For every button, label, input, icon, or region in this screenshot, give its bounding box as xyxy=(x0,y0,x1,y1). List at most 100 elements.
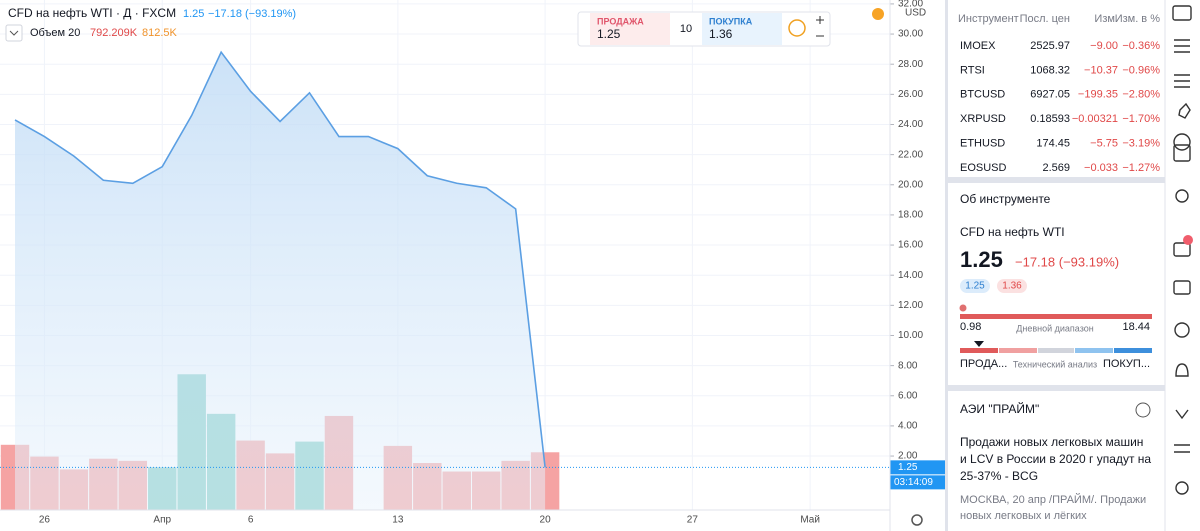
sell-label: ПРОДАЖА xyxy=(597,16,644,26)
price-area xyxy=(15,52,546,511)
price: 1.25 xyxy=(183,8,204,20)
icon[interactable] xyxy=(1178,102,1191,119)
volume-name: Объем 20 xyxy=(30,27,80,39)
gauge xyxy=(960,348,998,353)
details-name: CFD на нефть WTI xyxy=(960,225,1065,239)
ask-pill xyxy=(997,279,1027,293)
icon[interactable] xyxy=(1174,444,1190,453)
collapse-button[interactable] xyxy=(5,24,23,42)
row-value: −0.36% xyxy=(1122,40,1160,52)
row-value: 2525.97 xyxy=(1030,40,1070,52)
buy: ПОКУП... xyxy=(1103,358,1150,370)
row-value: −0.96% xyxy=(1122,64,1160,76)
details-price: 1.25 xyxy=(960,247,1003,272)
row-value: 6927.05 xyxy=(1030,89,1070,101)
gauge xyxy=(1038,348,1074,353)
symbol: CFD на нефть WTI · Д · FXCM xyxy=(8,6,176,20)
buy-label: ПОКУПКА xyxy=(709,16,753,26)
range-marker xyxy=(959,304,967,312)
row-value: −1.70% xyxy=(1122,113,1160,125)
y-tick-label: 10.00 xyxy=(898,330,923,341)
news-snippet: МОСКВА, 20 апр /ПРАЙМ/. Продажи xyxy=(960,493,1146,506)
icon[interactable] xyxy=(1173,280,1191,295)
sell: ПРОДА... xyxy=(960,358,1007,370)
zoom-buttons[interactable] xyxy=(816,16,824,37)
info-icon[interactable] xyxy=(788,19,806,37)
last-price-label: 1.25 xyxy=(898,462,918,473)
last-price-box xyxy=(890,460,945,475)
low: 0.98 xyxy=(960,321,981,333)
quantity[interactable]: 10 xyxy=(680,23,692,35)
row-symbol: IMOEX xyxy=(960,40,996,52)
news-headline[interactable]: Продажи новых легковых машин xyxy=(960,435,1143,449)
row-symbol: RTSI xyxy=(960,64,985,76)
gauge xyxy=(1075,348,1113,353)
y-tick-label: 30.00 xyxy=(898,29,923,40)
analysis: Технический анализ xyxy=(1013,359,1097,369)
column-header: Изм. xyxy=(1094,13,1118,25)
icon[interactable] xyxy=(1174,74,1190,88)
row-value: 2.569 xyxy=(1042,162,1070,174)
info-icon[interactable] xyxy=(1135,402,1151,418)
bid-pill xyxy=(960,279,990,293)
row-value: −199.35 xyxy=(1078,89,1118,101)
y-tick-label: 6.00 xyxy=(898,390,918,401)
chevron xyxy=(9,30,19,36)
y-tick-label: 28.00 xyxy=(898,59,923,70)
row-value: −2.80% xyxy=(1122,89,1160,101)
row-value: 1068.32 xyxy=(1030,64,1070,76)
gauge xyxy=(999,348,1037,353)
sidebar-icons xyxy=(1172,5,1192,495)
y-tick-label: 8.00 xyxy=(898,360,918,371)
chart: 2.00 4.00 6.00 8.00 10.00 12.00 14.00 16.00 18.0… xyxy=(0,0,945,526)
currency: USD xyxy=(905,8,926,19)
y-tick-label: 18.00 xyxy=(898,210,923,221)
y-tick-label: 12.00 xyxy=(898,300,923,311)
row-symbol: XRPUSD xyxy=(960,113,1006,125)
x-tick-label: 13 xyxy=(392,515,404,526)
details-change: −17.18 (−93.19%) xyxy=(1015,254,1119,269)
icon[interactable] xyxy=(1173,242,1191,257)
icon[interactable] xyxy=(1175,481,1189,495)
row-value: −0.033 xyxy=(1084,162,1118,174)
bid: 1.25 xyxy=(965,281,985,292)
y-tick-label: 20.00 xyxy=(898,179,923,190)
volume-last: 792.209K xyxy=(90,27,138,39)
range-bar xyxy=(960,314,1152,319)
row-value: −3.19% xyxy=(1122,138,1160,150)
news-headline[interactable]: 25-37% - BCG xyxy=(960,469,1038,483)
x-tick-label: Апр xyxy=(153,515,171,526)
news-headline[interactable]: и LCV в России в 2020 г упадут на xyxy=(960,452,1151,466)
change: −17.18 (−93.19%) xyxy=(208,8,296,20)
icon[interactable] xyxy=(1173,133,1191,151)
volume-ma: 812.5K xyxy=(142,27,178,39)
badge xyxy=(1183,235,1193,245)
buy-button[interactable] xyxy=(702,13,782,45)
icon[interactable] xyxy=(1175,409,1189,420)
sell-button[interactable] xyxy=(590,13,670,45)
icon[interactable] xyxy=(1175,189,1189,203)
sell-price: 1.25 xyxy=(597,27,621,41)
y-tick-label: 4.00 xyxy=(898,421,918,432)
settings-icon[interactable] xyxy=(911,514,923,526)
x-tick-label: 6 xyxy=(248,515,254,526)
column-header: Инструмент xyxy=(958,13,1019,25)
icon[interactable] xyxy=(1175,363,1189,377)
gauge-pointer xyxy=(974,341,984,347)
gauge xyxy=(1114,348,1152,353)
price-line xyxy=(14,50,546,468)
details-title: Об инструменте xyxy=(960,192,1051,206)
buy-price: 1.36 xyxy=(709,27,733,41)
row-value: 0.18593 xyxy=(1030,113,1070,125)
icon[interactable] xyxy=(1174,322,1190,338)
icon[interactable] xyxy=(1174,39,1190,53)
row-value: −9.00 xyxy=(1090,40,1118,52)
icon[interactable] xyxy=(1173,144,1191,162)
row-value: −0.00321 xyxy=(1072,113,1118,125)
column-header: Посл. цен xyxy=(1020,13,1070,25)
icon[interactable] xyxy=(1172,5,1192,21)
x-tick-label: Май xyxy=(800,515,820,526)
alert-icon[interactable] xyxy=(872,8,884,20)
range-label: Дневной диапазон xyxy=(1016,323,1093,333)
